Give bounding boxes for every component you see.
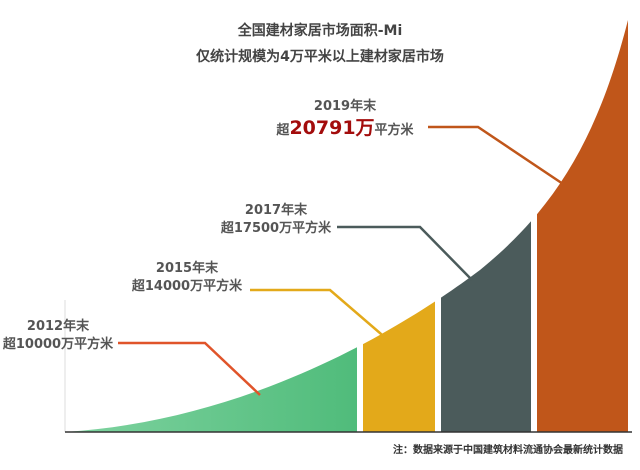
leader-line bbox=[428, 125, 576, 194]
area-label: 超10000万平方米 bbox=[3, 336, 114, 352]
subtitle: 仅统计规模为4万平米以上建材家居市场 bbox=[195, 48, 444, 65]
area-label: 超14000万平方米 bbox=[132, 278, 243, 294]
year-label: 2015年末 bbox=[156, 260, 219, 276]
label-highlight: 20791万 bbox=[289, 117, 374, 139]
leader-line bbox=[337, 225, 473, 281]
area-label: 超17500万平方米 bbox=[221, 220, 332, 236]
title: 全国建材家居市场面积-Mi bbox=[237, 22, 403, 39]
year-label: 2012年末 bbox=[27, 318, 90, 334]
growth-area bbox=[65, 20, 628, 432]
area-label: 超20791万平方米 bbox=[276, 117, 414, 139]
year-label: 2019年末 bbox=[314, 98, 377, 114]
label-prefix: 超 bbox=[276, 122, 290, 138]
leader-line bbox=[250, 288, 389, 341]
year-label: 2017年末 bbox=[245, 202, 308, 218]
leader-line bbox=[118, 341, 261, 396]
source-note: 注：数据来源于中国建筑材料流通协会最新统计数据 bbox=[393, 443, 623, 456]
label-suffix: 平方米 bbox=[375, 122, 415, 138]
